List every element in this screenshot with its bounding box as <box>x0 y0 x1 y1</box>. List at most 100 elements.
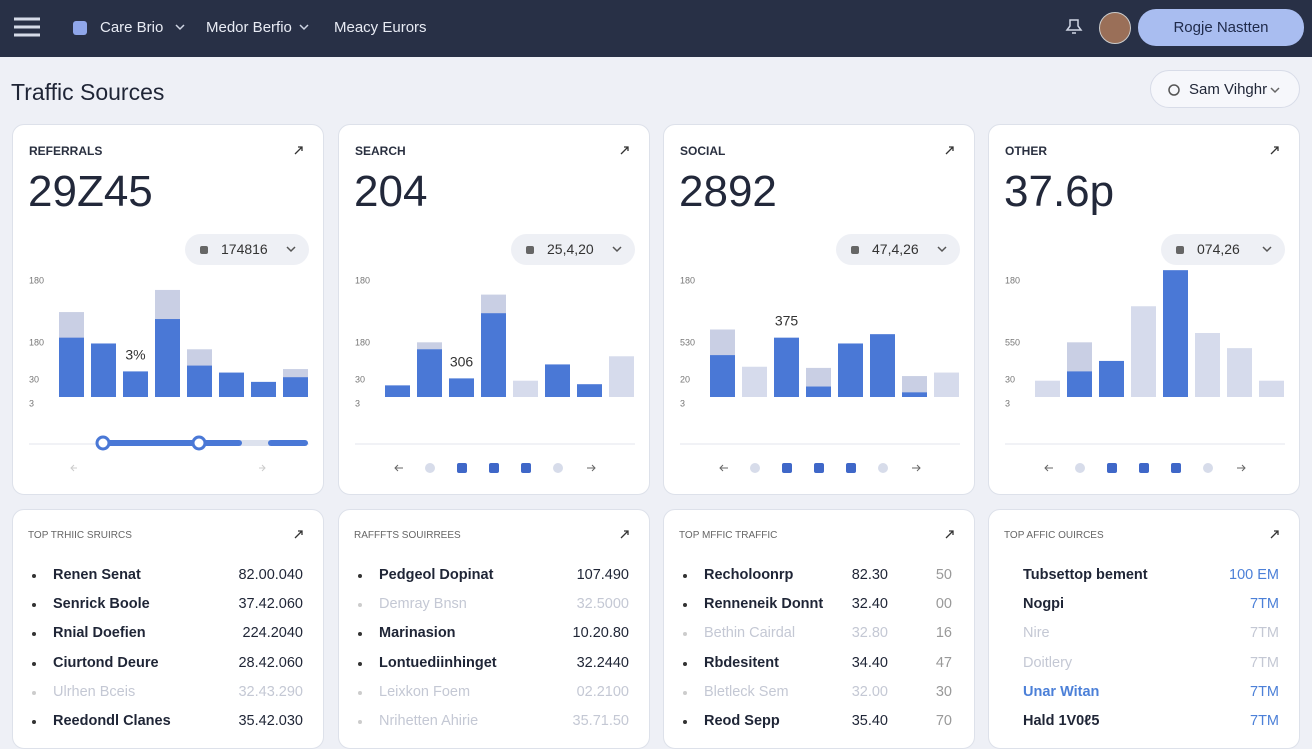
filter-icon <box>1168 84 1180 96</box>
arrow <box>394 464 596 472</box>
user-button[interactable]: Rogje Nastten <box>1138 9 1304 46</box>
page-dot[interactable] <box>553 463 563 473</box>
page-dot[interactable] <box>878 463 888 473</box>
range-pill[interactable]: 47,4,26 <box>836 234 960 265</box>
arrow <box>1044 464 1246 472</box>
expand-icon <box>1270 530 1279 539</box>
bar-ghost <box>513 380 538 397</box>
page-dot[interactable] <box>1171 463 1181 473</box>
bar <box>710 355 735 397</box>
slider-knob[interactable] <box>191 435 207 451</box>
y-label: 180 <box>29 337 44 347</box>
list-row: Ulrhen Bceis 32.43.290 <box>13 684 323 702</box>
bar-label: 375 <box>775 313 799 329</box>
row-value: 7TM <box>1250 654 1279 671</box>
card-label: REFERRALS <box>29 144 103 158</box>
bar-ghost <box>1131 306 1156 397</box>
list-row: Nire 7TM <box>989 625 1299 643</box>
chevron <box>286 246 296 253</box>
bullet <box>683 603 687 608</box>
y-label: 180 <box>355 337 370 347</box>
bar <box>219 372 244 397</box>
list-row: Pedgeol Dopinat 107.490 <box>339 567 649 585</box>
chevron <box>1262 246 1272 253</box>
row-name: Ulrhen Bceis <box>53 683 136 700</box>
y-label: 530 <box>680 337 695 347</box>
page-dot[interactable] <box>521 463 531 473</box>
page-dot[interactable] <box>1107 463 1117 473</box>
row-name: Renen Senat <box>53 567 141 583</box>
y-label: 3 <box>680 398 685 408</box>
arrow <box>70 464 266 472</box>
page-dot[interactable] <box>814 463 824 473</box>
page-dot[interactable] <box>1075 463 1085 473</box>
slider-knob[interactable] <box>95 435 111 451</box>
bar <box>283 377 308 397</box>
page-dot[interactable] <box>846 463 856 473</box>
list-row: Unar Witan 7TM <box>989 684 1299 702</box>
bullet <box>358 574 362 578</box>
bullet <box>683 632 687 637</box>
list-row: Marinasion 10.20.80 <box>339 625 649 643</box>
page-dot[interactable] <box>1139 463 1149 473</box>
expand-icon[interactable] <box>293 145 305 157</box>
page-dot[interactable] <box>782 463 792 473</box>
row-name: Nogpi <box>1023 596 1065 613</box>
page-dot[interactable] <box>457 463 467 473</box>
bar <box>774 337 799 397</box>
row-name: Nrihetten Ahirie <box>379 713 479 729</box>
row-name: Unar Witan <box>1023 683 1100 700</box>
expand-icon[interactable] <box>944 145 956 157</box>
expand-icon[interactable] <box>1269 145 1281 157</box>
bar <box>1099 360 1124 397</box>
row-name: Ciurtond Deure <box>53 654 159 671</box>
bullet <box>683 574 687 578</box>
page-dot[interactable] <box>750 463 760 473</box>
nav-item[interactable]: Meacy Eurors <box>334 19 427 36</box>
row-name: Demray Bnsn <box>379 596 467 613</box>
avatar[interactable] <box>1099 12 1131 44</box>
expand-icon[interactable] <box>619 145 631 157</box>
bullet <box>358 690 362 695</box>
page-dot[interactable] <box>489 463 499 473</box>
card-label: SOCIAL <box>680 144 726 158</box>
card-label: OTHER <box>1005 144 1047 158</box>
notification-icon[interactable] <box>1064 16 1084 38</box>
row-value: 32.40 <box>851 596 888 613</box>
row-name: Nire <box>1023 625 1050 642</box>
menu-icon[interactable] <box>13 17 43 39</box>
bullet <box>32 690 36 695</box>
stat-card: REFERRALS 29Z45 174816 180 180 30 3 3% <box>12 124 324 495</box>
page-dot[interactable] <box>425 463 435 473</box>
bar-label: 306 <box>450 353 474 369</box>
y-label: 30 <box>1005 374 1015 384</box>
row-extra: 16 <box>935 625 952 642</box>
range-pill[interactable]: 174816 <box>185 234 309 265</box>
nav-item[interactable]: Care Brio <box>100 19 164 36</box>
row-value: 32.00 <box>851 683 888 700</box>
range-pill[interactable]: 074,26 <box>1161 234 1285 265</box>
y-label: 180 <box>1005 275 1020 285</box>
list-row: Bletleck Sem 32.00 30 <box>664 684 974 702</box>
bar <box>806 386 831 397</box>
bullet <box>32 661 36 666</box>
bar-ghost <box>1195 333 1220 397</box>
expand-icon <box>294 530 303 539</box>
filter-dropdown[interactable]: Sam Vihghr <box>1150 70 1300 108</box>
row-name: Lontuediinhinget <box>379 654 497 671</box>
nav-chevrons <box>175 24 309 31</box>
page-dot[interactable] <box>1203 463 1213 473</box>
bar <box>449 378 474 397</box>
row-value: 82.30 <box>851 567 888 583</box>
y-label: 3 <box>355 398 360 408</box>
bullet <box>32 720 36 724</box>
nav-item[interactable]: Medor Berfio <box>206 19 292 36</box>
list-row: Tubsettop bement 100 EM <box>989 567 1299 585</box>
bullet <box>683 720 687 724</box>
range-pill[interactable]: 25,4,20 <box>511 234 635 265</box>
bar-ghost <box>1259 380 1284 397</box>
card-value: 204 <box>354 167 428 216</box>
row-name: Renneneik Donnt <box>704 596 824 613</box>
row-value: 107.490 <box>576 567 629 583</box>
